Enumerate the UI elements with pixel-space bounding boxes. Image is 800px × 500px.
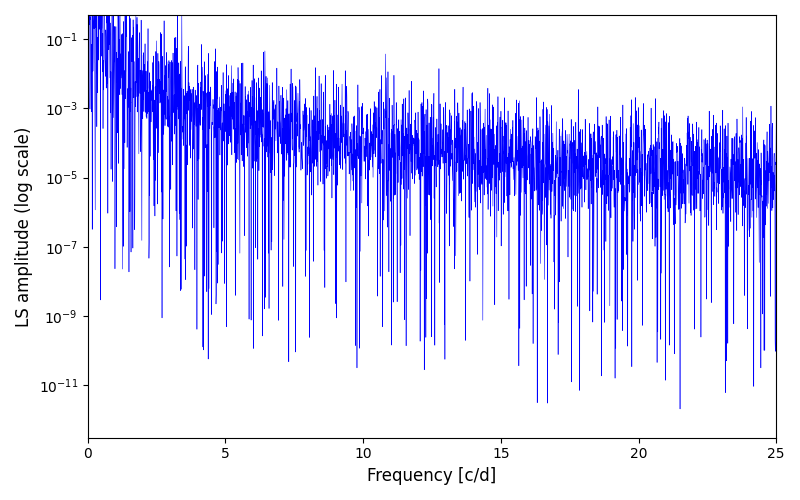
X-axis label: Frequency [c/d]: Frequency [c/d] bbox=[367, 467, 497, 485]
Y-axis label: LS amplitude (log scale): LS amplitude (log scale) bbox=[15, 126, 33, 326]
